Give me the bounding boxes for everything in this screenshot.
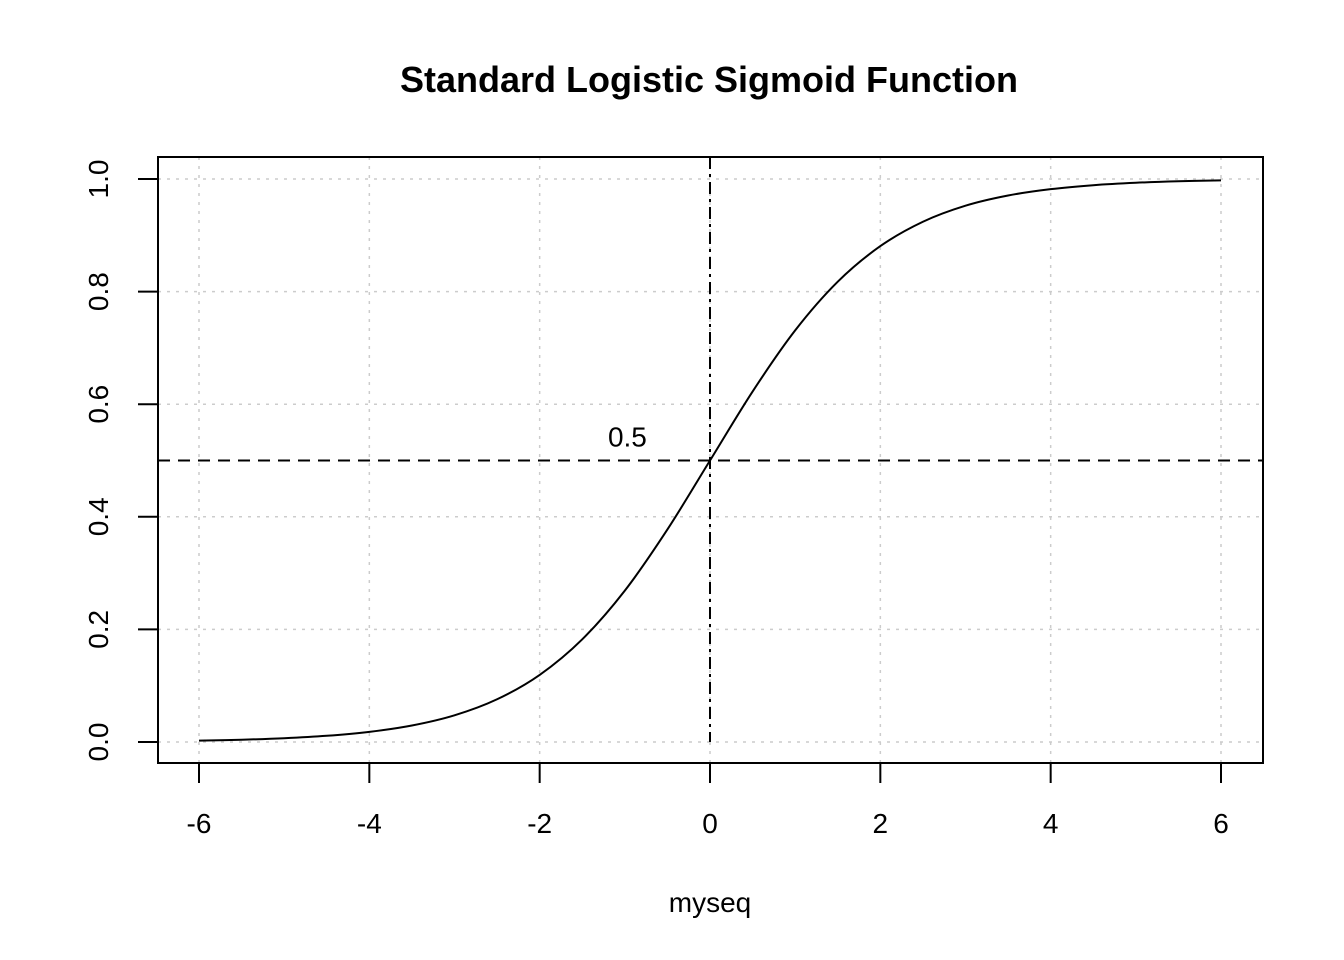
x-tick-label: -2 — [527, 808, 552, 839]
x-tick-label: 4 — [1043, 808, 1059, 839]
x-axis: -6 -4 -2 0 2 4 6 — [187, 762, 1229, 839]
chart-title: Standard Logistic Sigmoid Function — [400, 59, 1018, 100]
y-tick-label: 0.2 — [83, 610, 114, 649]
y-tick-label: 0.4 — [83, 497, 114, 536]
x-tick-label: 2 — [873, 808, 889, 839]
x-tick-label: 6 — [1213, 808, 1229, 839]
x-axis-label: myseq — [669, 887, 751, 918]
series-layer — [198, 179, 1222, 742]
x-tick-label: 0 — [702, 808, 718, 839]
y-tick-label: 1.0 — [83, 160, 114, 199]
y-axis: 0.0 0.2 0.4 0.6 0.8 1.0 — [83, 160, 159, 762]
series-line-sigmoid — [198, 179, 1222, 742]
x-tick-label: -4 — [357, 808, 382, 839]
annotation-label: 0.5 — [608, 421, 647, 452]
y-tick-label: 0.8 — [83, 272, 114, 311]
y-tick-label: 0.6 — [83, 385, 114, 424]
y-tick-label: 0.0 — [83, 723, 114, 762]
annotations: 0.5 — [608, 421, 647, 452]
x-tick-label: -6 — [187, 808, 212, 839]
reference-lines — [158, 157, 1263, 742]
